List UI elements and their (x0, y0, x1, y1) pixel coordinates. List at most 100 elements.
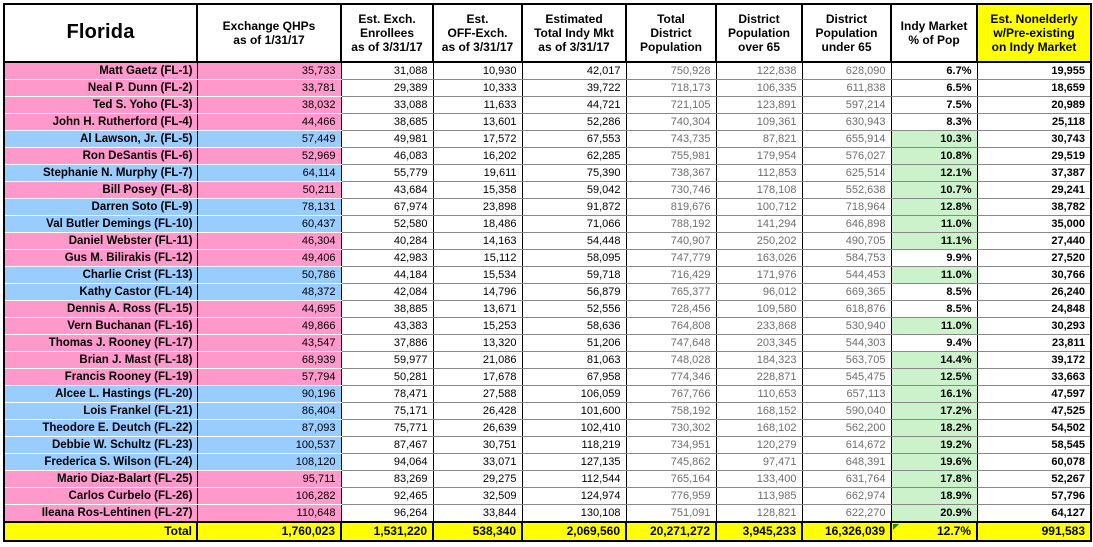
cell-pop_over_65: 110,653 (715, 385, 803, 403)
cell-enrollees: 29,389 (340, 79, 434, 97)
cell-indy_pct: 11.0% (890, 317, 978, 335)
cell-qhp: 43,547 (196, 334, 342, 352)
cell-total_pop: 721,105 (625, 96, 717, 114)
cell-pop_under_65: 657,113 (801, 385, 892, 403)
cell-total_pop: 755,981 (625, 147, 717, 165)
cell-pop_over_65: 133,400 (715, 470, 803, 488)
cell-off_exch: 27,588 (432, 385, 523, 403)
table-row-fl-24: Frederica S. Wilson (FL-24) 108,120 94,064… (3, 453, 1092, 471)
cell-indy_pct: 10.8% (890, 147, 978, 165)
cell-indy_pct: 6.5% (890, 79, 978, 97)
cell-enrollees: 75,171 (340, 402, 434, 420)
cell-total-total_indy: 2,069,560 (521, 521, 627, 542)
cell-qhp: 44,695 (196, 300, 342, 318)
cell-qhp: 60,437 (196, 215, 342, 233)
cell-total_indy: 91,872 (521, 198, 627, 216)
table-row-fl-15: Dennis A. Ross (FL-15) 44,695 38,885 13,671… (3, 300, 1092, 318)
cell-pop_over_65: 87,821 (715, 130, 803, 148)
cell-total_pop: 716,429 (625, 266, 717, 284)
cell-pop_over_65: 250,202 (715, 232, 803, 250)
cell-pop_over_65: 120,279 (715, 436, 803, 454)
cell-qhp: 57,449 (196, 130, 342, 148)
cell-indy_pct: 17.8% (890, 470, 978, 488)
cell-total_pop: 747,648 (625, 334, 717, 352)
cell-pop_over_65: 203,345 (715, 334, 803, 352)
cell-total-total_pop: 20,271,272 (625, 521, 717, 542)
cell-pop_under_65: 630,943 (801, 113, 892, 131)
cell-pop_under_65: 614,672 (801, 436, 892, 454)
cell-qhp: 87,093 (196, 419, 342, 437)
cell-total_indy: 51,206 (521, 334, 627, 352)
cell-off_exch: 11,633 (432, 96, 523, 114)
cell-enrollees: 94,064 (340, 453, 434, 471)
cell-qhp: 57,794 (196, 368, 342, 386)
table-row-fl-8: Bill Posey (FL-8) 50,211 43,684 15,358 59,04… (3, 181, 1092, 199)
cell-nonelderly: 58,545 (976, 436, 1092, 454)
cell-representative: Lois Frankel (FL-21) (3, 402, 198, 420)
cell-off_exch: 10,930 (432, 62, 523, 80)
cell-qhp: 44,466 (196, 113, 342, 131)
cell-total_pop: 788,192 (625, 215, 717, 233)
cell-nonelderly: 54,502 (976, 419, 1092, 437)
cell-total_indy: 130,108 (521, 504, 627, 523)
cell-representative: Kathy Castor (FL-14) (3, 283, 198, 301)
header-row: Florida Exchange QHPs as of 1/31/17 Est. Ex… (3, 3, 1092, 63)
column-header-indy_pct: Indy Market% of Pop (890, 3, 978, 63)
cell-representative: Thomas J. Rooney (FL-17) (3, 334, 198, 352)
cell-nonelderly: 30,293 (976, 317, 1092, 335)
table-row-fl-3: Ted S. Yoho (FL-3) 38,032 33,088 11,633 44,7… (3, 96, 1092, 114)
cell-enrollees: 59,977 (340, 351, 434, 369)
cell-nonelderly: 25,118 (976, 113, 1092, 131)
cell-total_indy: 58,095 (521, 249, 627, 267)
cell-representative: Vern Buchanan (FL-16) (3, 317, 198, 335)
cell-total-qhp: 1,760,023 (196, 521, 342, 542)
cell-nonelderly: 38,782 (976, 198, 1092, 216)
cell-total_indy: 81,063 (521, 351, 627, 369)
cell-indy_pct: 12.5% (890, 368, 978, 386)
cell-qhp: 64,114 (196, 164, 342, 182)
table-row-fl-19: Francis Rooney (FL-19) 57,794 50,281 17,678… (3, 368, 1092, 386)
cell-indy_pct: 7.5% (890, 96, 978, 114)
cell-qhp: 110,648 (196, 504, 342, 523)
cell-indy_pct: 10.7% (890, 181, 978, 199)
cell-pop_over_65: 122,838 (715, 62, 803, 80)
cell-qhp: 108,120 (196, 453, 342, 471)
cell-total_indy: 102,410 (521, 419, 627, 437)
cell-off_exch: 15,534 (432, 266, 523, 284)
table-row-fl-16: Vern Buchanan (FL-16) 49,866 43,383 15,253 5… (3, 317, 1092, 335)
cell-total_indy: 106,059 (521, 385, 627, 403)
cell-enrollees: 44,184 (340, 266, 434, 284)
cell-pop_over_65: 171,976 (715, 266, 803, 284)
cell-pop_under_65: 563,705 (801, 351, 892, 369)
cell-total-nonelderly: 991,583 (976, 521, 1092, 542)
column-header-pop_over_65: District Population over 65 (715, 3, 803, 63)
table-row-fl-23: Debbie W. Schultz (FL-23) 100,537 87,467 30… (3, 436, 1092, 454)
cell-qhp: 38,032 (196, 96, 342, 114)
cell-enrollees: 31,088 (340, 62, 434, 80)
cell-indy_pct: 11.1% (890, 232, 978, 250)
table-row-fl-17: Thomas J. Rooney (FL-17) 43,547 37,886 13,3… (3, 334, 1092, 352)
cell-pop_over_65: 233,868 (715, 317, 803, 335)
cell-pop_over_65: 228,871 (715, 368, 803, 386)
cell-nonelderly: 23,811 (976, 334, 1092, 352)
cell-pop_under_65: 576,027 (801, 147, 892, 165)
cell-pop_under_65: 611,838 (801, 79, 892, 97)
cell-off_exch: 23,898 (432, 198, 523, 216)
cell-total_pop: 738,367 (625, 164, 717, 182)
cell-pop_over_65: 113,985 (715, 487, 803, 505)
cell-pop_under_65: 646,898 (801, 215, 892, 233)
cell-pop_under_65: 631,764 (801, 470, 892, 488)
cell-off_exch: 30,751 (432, 436, 523, 454)
cell-qhp: 50,211 (196, 181, 342, 199)
cell-indy_pct: 8.5% (890, 283, 978, 301)
cell-total_pop: 745,862 (625, 453, 717, 471)
cell-off_exch: 17,572 (432, 130, 523, 148)
cell-qhp: 86,404 (196, 402, 342, 420)
cell-nonelderly: 35,000 (976, 215, 1092, 233)
cell-indy_pct: 18.9% (890, 487, 978, 505)
cell-total_indy: 75,390 (521, 164, 627, 182)
cell-enrollees: 67,974 (340, 198, 434, 216)
cell-total_indy: 67,553 (521, 130, 627, 148)
cell-pop_under_65: 562,200 (801, 419, 892, 437)
cell-enrollees: 37,886 (340, 334, 434, 352)
